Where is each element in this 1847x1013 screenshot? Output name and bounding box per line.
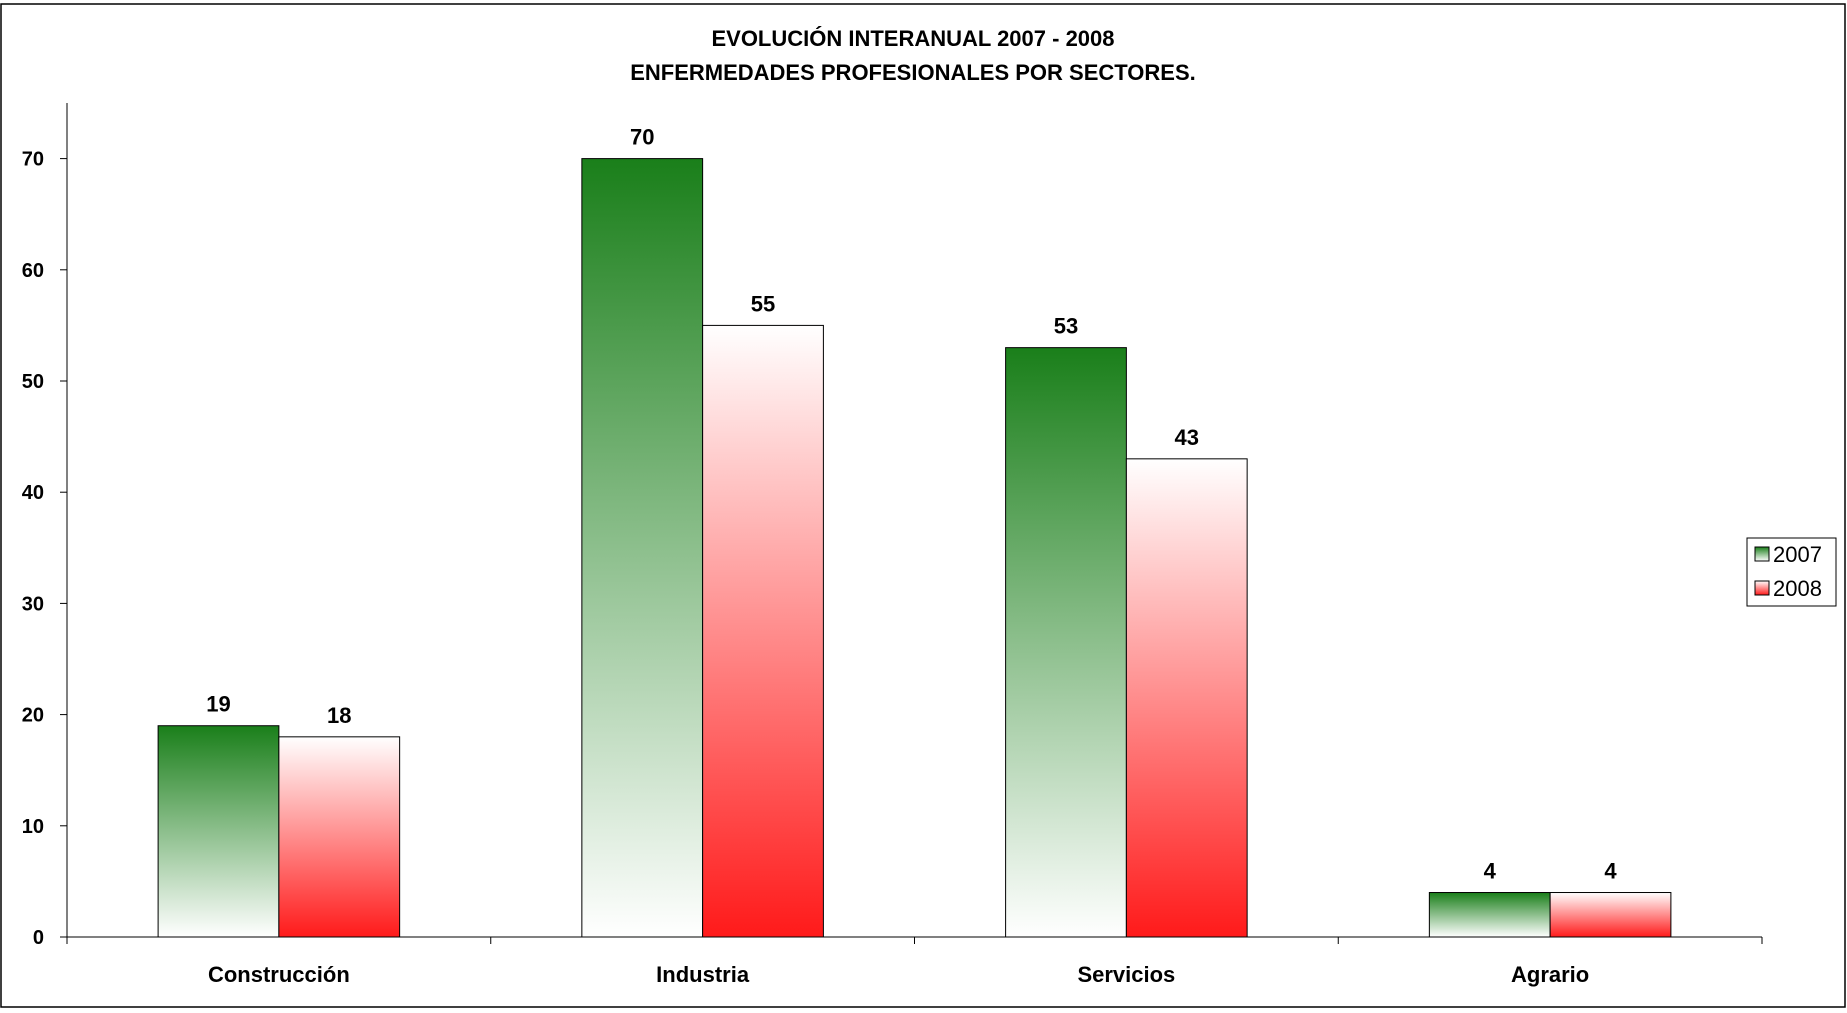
bar-2007-industria: [581, 158, 704, 938]
data-label: 53: [1054, 314, 1078, 339]
chart-title-line1: EVOLUCIÓN INTERANUAL 2007 - 2008: [711, 26, 1114, 51]
y-tick-label: 30: [22, 593, 44, 615]
data-label: 55: [751, 291, 775, 316]
data-label: 18: [327, 703, 351, 728]
y-tick-label: 0: [33, 927, 44, 949]
legend: 2007 2008: [1746, 537, 1837, 607]
bar-2008-agrario: [1549, 892, 1672, 938]
y-tick-label: 70: [22, 149, 44, 171]
y-tick-label: 50: [22, 371, 44, 393]
x-tick-label: Industria: [656, 962, 750, 987]
y-tick-label: 10: [22, 816, 44, 838]
bar-2007-construcción: [157, 725, 280, 938]
x-tick-label: Servicios: [1077, 962, 1175, 987]
bar-2007-agrario: [1428, 892, 1551, 938]
bar-2008-industria: [702, 324, 824, 938]
bar-series: [157, 158, 1672, 938]
y-axis: 0 10 20 30 40 50 60 70: [22, 103, 68, 949]
y-tick-label: 20: [22, 705, 44, 727]
x-tick-label: Construcción: [208, 962, 350, 987]
y-tick-label: 60: [22, 260, 44, 282]
data-label: 19: [206, 692, 230, 717]
legend-swatch-2007: [1754, 546, 1770, 562]
bar-2007-servicios: [1005, 347, 1127, 938]
bar-2008-construcción: [278, 736, 401, 938]
data-label: 4: [1484, 859, 1497, 884]
data-label: 4: [1604, 859, 1617, 884]
legend-swatch-2008: [1754, 580, 1770, 596]
data-labels: 19 18 70 55 53 43 4 4: [206, 125, 1617, 884]
legend-label-2008: 2008: [1773, 576, 1822, 601]
bar-2008-servicios: [1125, 458, 1248, 938]
data-label: 70: [630, 125, 654, 150]
data-label: 43: [1175, 425, 1199, 450]
x-tick-label: Agrario: [1511, 962, 1589, 987]
legend-label-2007: 2007: [1773, 542, 1822, 567]
chart-title-line2: ENFERMEDADES PROFESIONALES POR SECTORES.: [630, 60, 1196, 85]
y-tick-label: 40: [22, 482, 44, 504]
